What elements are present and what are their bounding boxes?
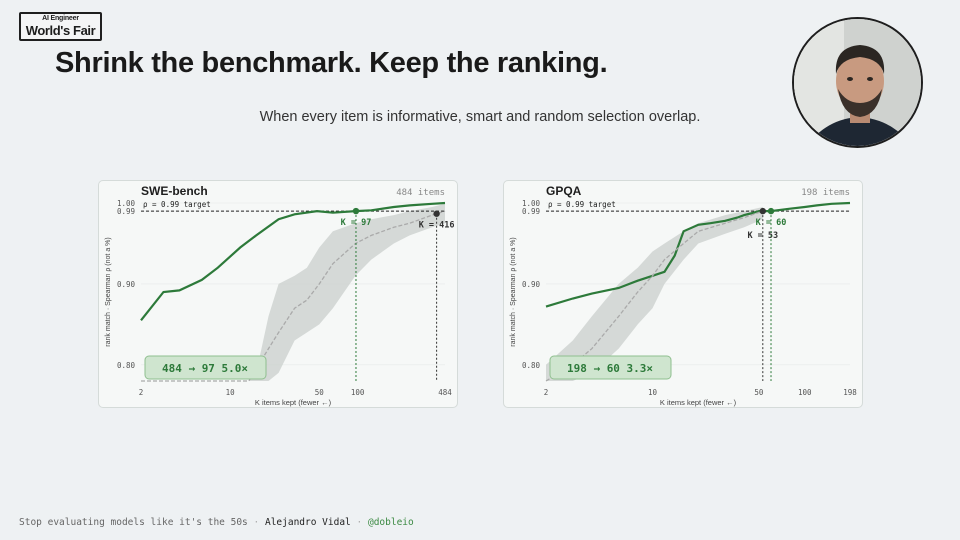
- y-tick-label: 1.00: [522, 199, 541, 208]
- gpqa-chart: 0.80 0.90 0.991.00 2 10 50 100 198 GPQA 198 items…: [510, 184, 857, 407]
- random-spread-band: [230, 203, 445, 381]
- smart-k-marker: [352, 207, 360, 215]
- y-tick-label: 0.90: [117, 280, 136, 289]
- slide-subtitle: When every item is informative, smart an…: [259, 109, 701, 125]
- chart-title: SWE-bench: [141, 184, 208, 198]
- random-k-marker: [759, 207, 767, 215]
- footer-credits: Stop evaluating models like it's the 50s…: [19, 517, 414, 528]
- x-tick-label: 10: [648, 388, 658, 397]
- x-tick-label: 50: [315, 388, 325, 397]
- slide-headline: Shrink the benchmark. Keep the ranking.: [55, 47, 608, 79]
- total-items-label: 198 items: [801, 188, 850, 198]
- y-tick-label: 0.80: [522, 361, 541, 370]
- y-tick-label: 1.00: [117, 199, 136, 208]
- smart-k-marker: [767, 207, 775, 215]
- total-items-label: 484 items: [396, 188, 445, 198]
- worlds-fair-logo: AI Engineer World's Fair: [19, 12, 102, 41]
- footer-speaker-name: Alejandro Vidal: [264, 517, 351, 528]
- x-tick-label: 484: [438, 388, 452, 397]
- smart-selection-line: [140, 201, 446, 321]
- logo-top-text: AI Engineer: [42, 15, 79, 22]
- smart-k-label: K = 60: [756, 218, 787, 228]
- y-tick-label: 0.99: [522, 207, 540, 216]
- y-tick-label: 0.99: [117, 207, 135, 216]
- x-tick-label: 100: [351, 388, 365, 397]
- target-label: ρ = 0.99 target: [548, 200, 616, 209]
- chart-panel-gpqa: 0.80 0.90 0.99 1.00 2 10 50 100 198 GPQA 198 items…: [503, 180, 863, 408]
- random-k-marker: [433, 210, 440, 217]
- y-axis-label: rank match · Spearman ρ (not a %): [510, 237, 517, 346]
- x-tick-label: 198: [843, 388, 857, 397]
- chart-title: GPQA: [546, 184, 582, 198]
- footer-handle: @dobleio: [367, 517, 414, 528]
- speaker-photo: [794, 19, 921, 146]
- x-tick-label: 10: [226, 388, 236, 397]
- reduction-badge-text: 484 → 97 5.0×: [162, 362, 248, 375]
- random-k-label: K = 416: [419, 221, 455, 231]
- x-tick-label: 2: [544, 388, 549, 397]
- y-tick-label: 0.90: [522, 280, 541, 289]
- reduction-badge: [549, 355, 672, 380]
- random-spread-band: [546, 207, 763, 381]
- random-selection-line: [545, 210, 764, 382]
- footer-talk-title: Stop evaluating models like it's the 50s: [19, 517, 248, 528]
- x-tick-label: 50: [754, 388, 764, 397]
- x-tick-label: 2: [139, 388, 144, 397]
- footer-separator: ·: [253, 517, 260, 528]
- reduction-badge-text: 198 → 60 3.3×: [567, 362, 653, 375]
- smart-selection-line: [545, 201, 851, 308]
- x-axis-label: K items kept (fewer ←): [255, 398, 332, 407]
- chart-panel-swe-bench: 0.80 0.90 0.99 1.00 2 10 50 100 484 SWE-bench 484 …: [98, 180, 458, 408]
- x-tick-label: 100: [798, 388, 812, 397]
- logo-main-text: World's Fair: [25, 23, 96, 38]
- swe-bench-chart: 0.80 0.90 0.991.00 2 10 50 100 484 SWE-bench 484 …: [105, 184, 455, 407]
- target-label: ρ = 0.99 target: [143, 200, 211, 209]
- y-tick-label: 0.80: [117, 361, 136, 370]
- random-k-label: K = 53: [747, 231, 778, 241]
- reduction-badge: [144, 355, 267, 380]
- smart-k-label: K = 97: [341, 218, 372, 228]
- footer-separator: ·: [356, 517, 363, 528]
- x-axis-label: K items kept (fewer ←): [660, 398, 737, 407]
- speaker-webcam-avatar: [792, 17, 923, 148]
- random-selection-line: [141, 210, 446, 382]
- y-axis-label: rank match · Spearman ρ (not a %): [105, 237, 112, 346]
